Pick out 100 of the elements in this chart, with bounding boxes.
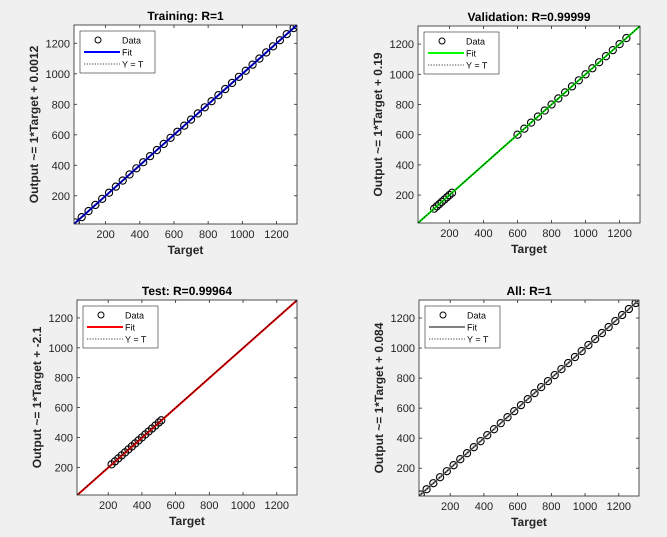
point — [470, 443, 478, 452]
point — [228, 78, 236, 88]
y-tick-label: 800 — [52, 99, 70, 112]
x-axis-title: Target — [511, 242, 547, 256]
point — [448, 188, 456, 197]
x-tick-label: 800 — [542, 228, 561, 240]
legend-label: Data — [466, 36, 486, 46]
y-tick-label: 400 — [396, 433, 415, 446]
legend-label: Y = T — [466, 60, 488, 70]
point — [442, 467, 451, 476]
y-tick-label: 200 — [396, 463, 415, 476]
point — [160, 140, 168, 148]
x-tick-label: 200 — [441, 501, 460, 513]
point — [180, 121, 188, 130]
y-tick-label: 1000 — [48, 342, 73, 355]
y-tick-label: 800 — [54, 372, 73, 385]
y-tick-label: 1200 — [390, 313, 415, 326]
y-tick-label: 400 — [396, 160, 414, 172]
x-tick-label: 800 — [198, 229, 218, 241]
y-tick-label: 1200 — [390, 39, 414, 52]
x-axis-title: Target — [169, 514, 205, 528]
point — [440, 195, 449, 204]
y-tick-label: 800 — [396, 100, 414, 112]
y-tick-label: 400 — [54, 432, 73, 444]
point — [91, 200, 100, 210]
y-tick-label: 600 — [396, 403, 415, 416]
x-tick-label: 800 — [200, 500, 219, 512]
x-tick-label: 600 — [164, 229, 184, 241]
point — [516, 400, 526, 410]
point — [131, 439, 140, 448]
point — [144, 427, 153, 436]
legend-label: Y = T — [467, 334, 489, 344]
point — [608, 46, 617, 54]
x-tick-label: 800 — [542, 501, 561, 513]
point — [540, 106, 549, 115]
y-tick-label: 600 — [52, 130, 70, 142]
point — [166, 134, 175, 142]
legend-label: Fit — [466, 48, 476, 58]
point — [462, 449, 472, 458]
point — [134, 436, 143, 445]
x-tick-label: 400 — [474, 228, 493, 240]
point — [624, 304, 634, 314]
point — [496, 419, 505, 428]
point — [132, 164, 141, 172]
point — [282, 30, 291, 38]
point — [503, 413, 512, 422]
point — [520, 124, 528, 133]
chart-title: Training: R=1 — [147, 9, 224, 23]
point — [104, 188, 114, 197]
y-tick-label: 400 — [52, 160, 70, 172]
point — [84, 206, 93, 216]
x-tick-label: 1200 — [264, 500, 290, 512]
x-tick-label: 600 — [508, 228, 527, 240]
point — [445, 190, 454, 200]
point — [194, 109, 202, 118]
point — [289, 25, 297, 32]
x-tick-label: 1200 — [607, 228, 632, 240]
legend-label: Data — [125, 310, 144, 320]
y-tick-label: 1200 — [46, 38, 70, 50]
point — [564, 358, 572, 368]
point — [435, 200, 444, 208]
legend-label: Y = T — [125, 334, 147, 344]
x-tick-label: 200 — [440, 228, 459, 240]
point — [526, 118, 536, 127]
x-tick-label: 200 — [99, 500, 118, 512]
y-axis-title: Output ~= 1*Target + 0.084 — [372, 322, 386, 474]
point — [221, 84, 230, 94]
point — [550, 370, 559, 380]
y-axis-title: Output ~= 1*Target + 0.0012 — [27, 45, 41, 204]
point — [584, 340, 593, 350]
point — [173, 128, 182, 136]
y-tick-label: 200 — [396, 190, 414, 202]
x-tick-label: 600 — [166, 500, 185, 512]
point — [207, 97, 216, 106]
point — [107, 460, 116, 469]
x-tick-label: 200 — [96, 229, 115, 241]
point — [561, 88, 570, 97]
point — [430, 204, 438, 213]
point — [429, 479, 438, 488]
y-tick-label: 600 — [54, 402, 73, 415]
point — [151, 421, 160, 430]
point — [154, 418, 163, 427]
point — [268, 42, 278, 50]
point — [262, 48, 270, 57]
point — [438, 198, 446, 206]
point — [510, 406, 518, 416]
y-tick-label: 600 — [396, 130, 414, 142]
x-tick-label: 1000 — [230, 229, 255, 241]
point — [554, 94, 562, 103]
point — [513, 130, 522, 139]
point — [456, 455, 464, 464]
x-tick-label: 600 — [508, 501, 527, 513]
x-tick-label: 400 — [130, 229, 149, 241]
point — [622, 34, 631, 42]
point — [118, 451, 126, 460]
point — [432, 202, 441, 211]
y-tick-label: 1000 — [46, 68, 70, 81]
point — [152, 146, 162, 154]
x-tick-label: 400 — [474, 501, 494, 513]
y-tick-label: 800 — [396, 373, 415, 386]
